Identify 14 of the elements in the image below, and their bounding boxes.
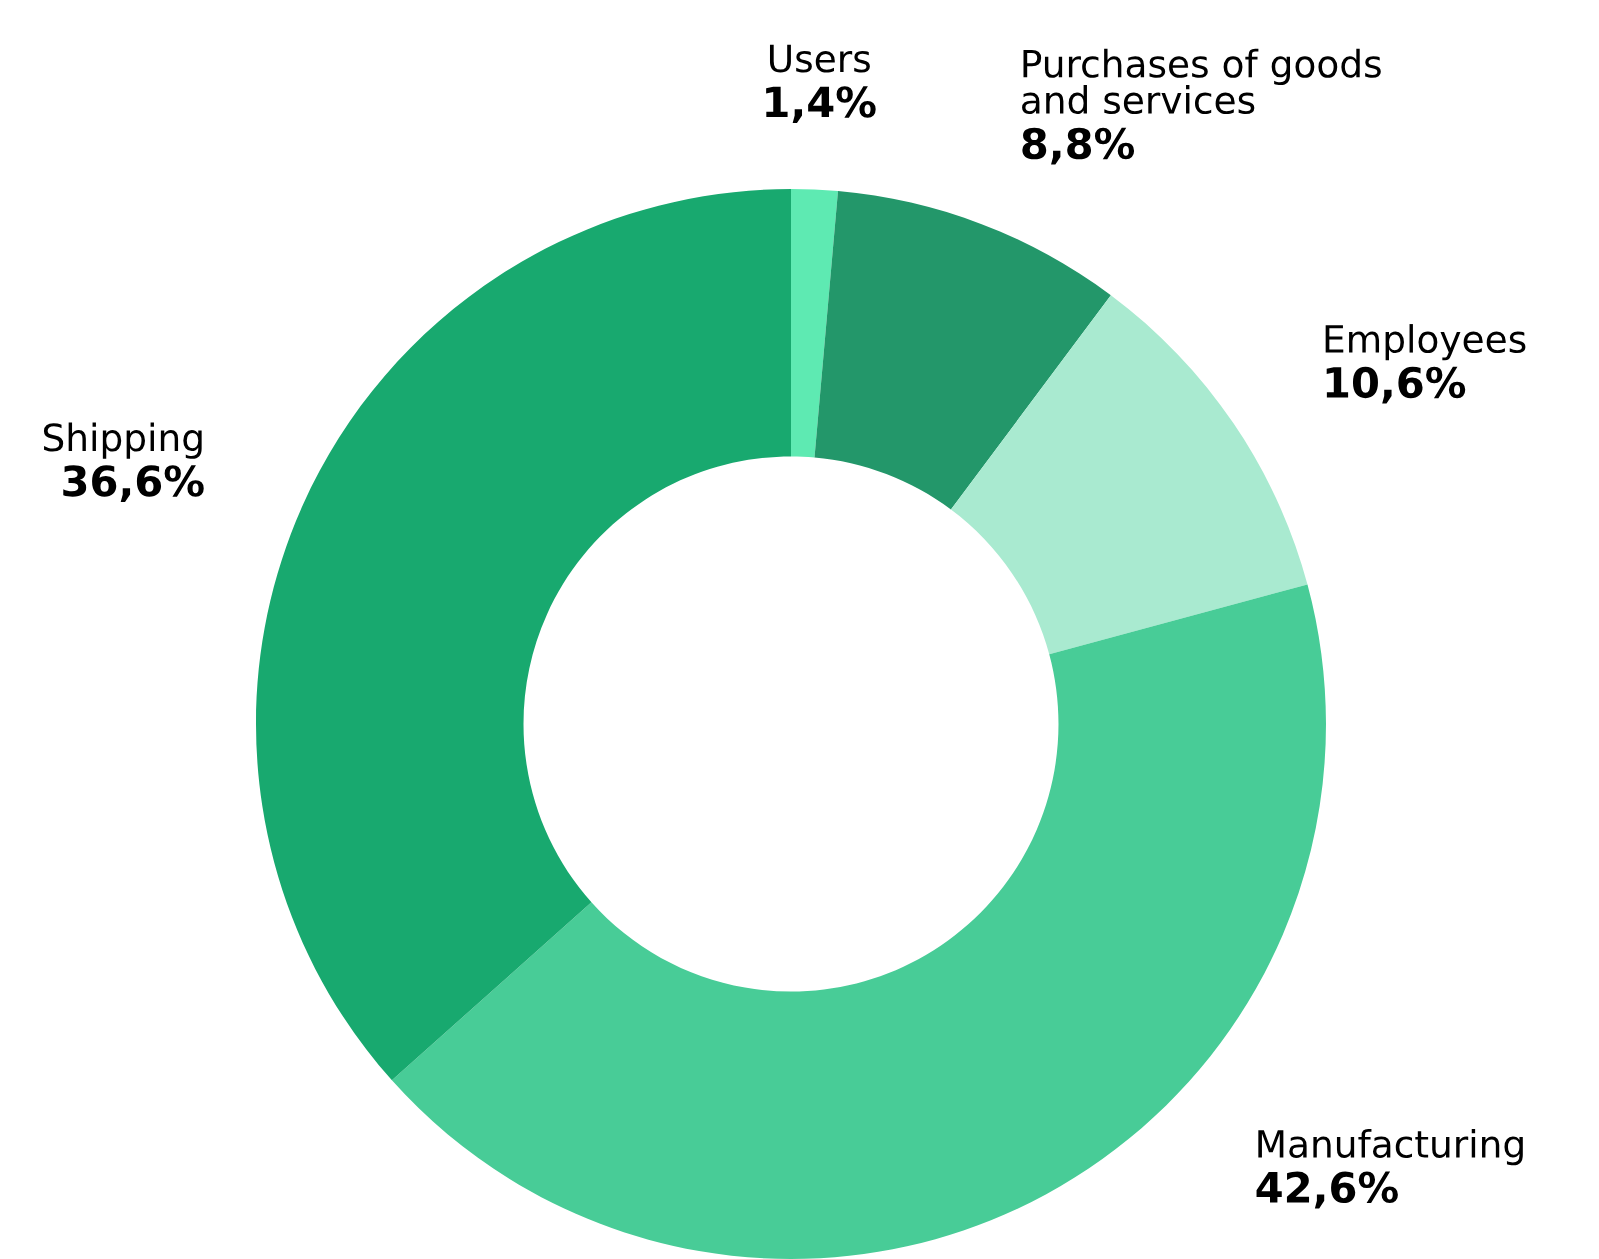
donut-slice	[950, 295, 1308, 655]
slice-label: Employees	[1325, 324, 1526, 361]
data-label: 10,6%	[1326, 366, 1466, 404]
donut-slice	[814, 191, 1111, 510]
slice-label: Users	[769, 44, 870, 73]
slice-label: Manufacturing	[1258, 1128, 1523, 1166]
slice-label: Purchases of goods and services	[1022, 48, 1381, 115]
data-label: 42,6%	[1256, 1171, 1398, 1209]
slice-label: Shipping	[43, 422, 202, 459]
donut-slice	[791, 189, 838, 458]
data-label: 1,4%	[766, 86, 876, 123]
data-label: 36,6%	[63, 465, 204, 502]
data-label: 8,8%	[1022, 127, 1135, 165]
donut-slice	[256, 189, 791, 1081]
